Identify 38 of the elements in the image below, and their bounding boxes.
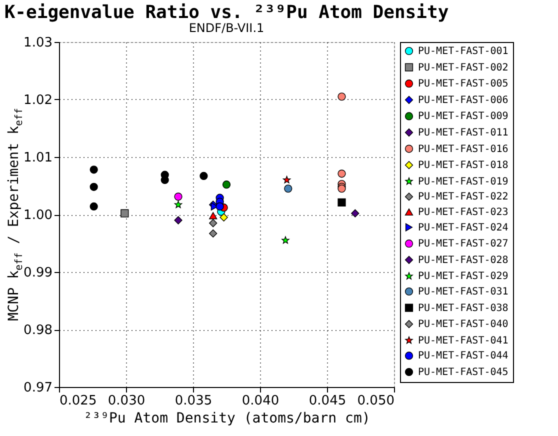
legend-label: PU-MET-FAST-024: [418, 222, 508, 234]
y-tick-label: 1.03: [24, 36, 52, 50]
legend-label: PU-MET-FAST-011: [418, 128, 508, 138]
chart-subtitle: ENDF/B-VII.1: [188, 21, 264, 35]
y-tick-label: 1.00: [24, 208, 52, 223]
x-tick-label: 0.030: [108, 394, 146, 408]
legend-label: PU-MET-FAST-041: [418, 335, 508, 346]
legend-label: PU-MET-FAST-038: [418, 302, 508, 314]
legend-label: PU-MET-FAST-031: [418, 286, 508, 298]
y-tick-label: 1.01: [24, 150, 52, 166]
x-tick-label: 0.035: [174, 394, 212, 408]
y-tick-label: 1.02: [24, 93, 52, 108]
legend-label: PU-MET-FAST-019: [418, 176, 508, 188]
legend-label: PU-MET-FAST-027: [418, 238, 508, 250]
legend-label: PU-MET-FAST-029: [418, 271, 508, 282]
legend-label: PU-MET-FAST-006: [418, 94, 508, 106]
legend-label: PU-MET-FAST-044: [418, 350, 508, 362]
legend-label: PU-MET-FAST-018: [418, 160, 508, 172]
x-axis-title: ²³⁹Pu Atom Density (atoms/barn cm): [84, 410, 370, 426]
legend-label: PU-MET-FAST-022: [418, 192, 508, 203]
x-tick-label: 0.050: [357, 394, 394, 408]
legend-label: PU-MET-FAST-028: [418, 254, 508, 266]
y-tick-label: 0.98: [24, 323, 52, 338]
legend-label: PU-MET-FAST-001: [418, 46, 508, 57]
y-tick-label: 0.97: [24, 380, 52, 396]
legend-label: PU-MET-FAST-023: [418, 207, 508, 218]
legend-label: PU-MET-FAST-002: [418, 62, 508, 74]
chart-title: K-eigenvalue Ratio vs. ²³⁹Pu Atom Density: [4, 2, 449, 23]
y-axis-title: MCNP keff / Experiment keff: [6, 108, 25, 322]
legend-label: PU-MET-FAST-005: [418, 78, 508, 90]
x-tick-label: 0.025: [60, 394, 97, 408]
y-tick-label: 0.99: [24, 266, 52, 280]
legend-label: PU-MET-FAST-040: [418, 319, 508, 330]
legend-label: PU-MET-FAST-016: [418, 144, 508, 155]
legend-label: PU-MET-FAST-009: [418, 111, 508, 122]
legend-label: PU-MET-FAST-045: [418, 367, 508, 378]
x-tick-label: 0.040: [242, 394, 280, 408]
x-tick-label: 0.045: [308, 394, 346, 408]
